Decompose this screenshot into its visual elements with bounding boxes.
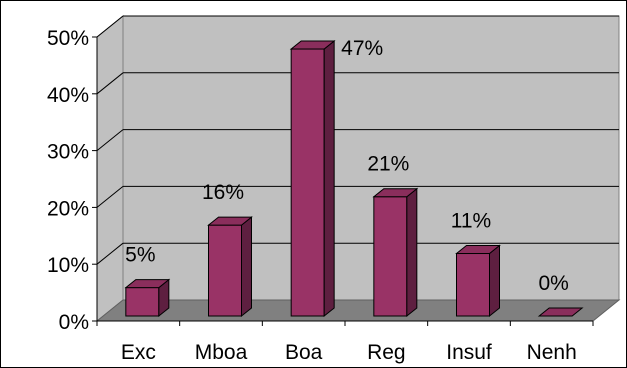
data-label-3: 21% [367, 153, 409, 176]
data-label-5: 0% [538, 272, 568, 295]
gridline-side-4 [96, 72, 124, 95]
data-label-1: 16% [202, 181, 244, 204]
bar-side-3 [406, 187, 418, 318]
bar-top-1 [207, 216, 253, 226]
bar-top-4 [455, 245, 501, 255]
bar-side-2 [323, 39, 335, 318]
gridline-side-2 [96, 186, 124, 208]
data-labels: 5% 16% 47% 21% 11% 0% [125, 37, 569, 295]
x-category-label-0: Exc [121, 341, 156, 364]
bar-top-5 [537, 307, 584, 317]
y-axis-tick-labels: 0% 10% 20% 30% 40% 50% [47, 27, 97, 334]
bar-top-0 [124, 279, 171, 289]
side-wall [96, 14, 124, 323]
x-category-label-3: Reg [367, 341, 406, 364]
y-tick-label-0: 0% [59, 311, 89, 334]
bar-mboa [207, 216, 253, 318]
gridlines [96, 15, 619, 265]
bar-nenh [537, 307, 584, 317]
floor [95, 299, 621, 322]
gridline-side-1 [96, 242, 124, 265]
data-label-4: 11% [451, 210, 491, 233]
bar-top-2 [289, 40, 336, 50]
y-tick-label-2: 20% [47, 197, 89, 220]
x-category-label-4: Insuf [446, 341, 492, 364]
gridline-side-5 [96, 15, 124, 38]
bar-insuf [455, 244, 501, 318]
y-tick-label-4: 40% [47, 84, 89, 107]
x-category-label-5: Nenh [527, 341, 577, 364]
bar-front-4 [456, 253, 490, 317]
x-category-label-1: Mboa [195, 341, 248, 364]
y-tick-label-5: 50% [47, 27, 89, 50]
bar-exc [124, 278, 171, 318]
x-axis-category-labels: Exc Mboa Boa Reg Insuf Nenh [96, 321, 594, 364]
data-label-0: 5% [125, 244, 155, 267]
bar-side-1 [241, 216, 252, 318]
bar-front-1 [208, 224, 242, 317]
bar-front-0 [125, 287, 160, 317]
bar-front-2 [290, 48, 325, 317]
bar-front-3 [373, 196, 408, 317]
bars [124, 39, 584, 318]
y-tick-label-3: 30% [47, 141, 89, 164]
x-category-label-2: Boa [285, 341, 323, 364]
bar-reg [372, 187, 419, 318]
data-label-2: 47% [341, 37, 383, 60]
gridline-side-3 [96, 129, 124, 151]
y-tick-label-1: 10% [47, 254, 89, 277]
bar-top-3 [372, 188, 419, 198]
bar-boa [289, 39, 336, 318]
bar-side-4 [489, 244, 500, 318]
